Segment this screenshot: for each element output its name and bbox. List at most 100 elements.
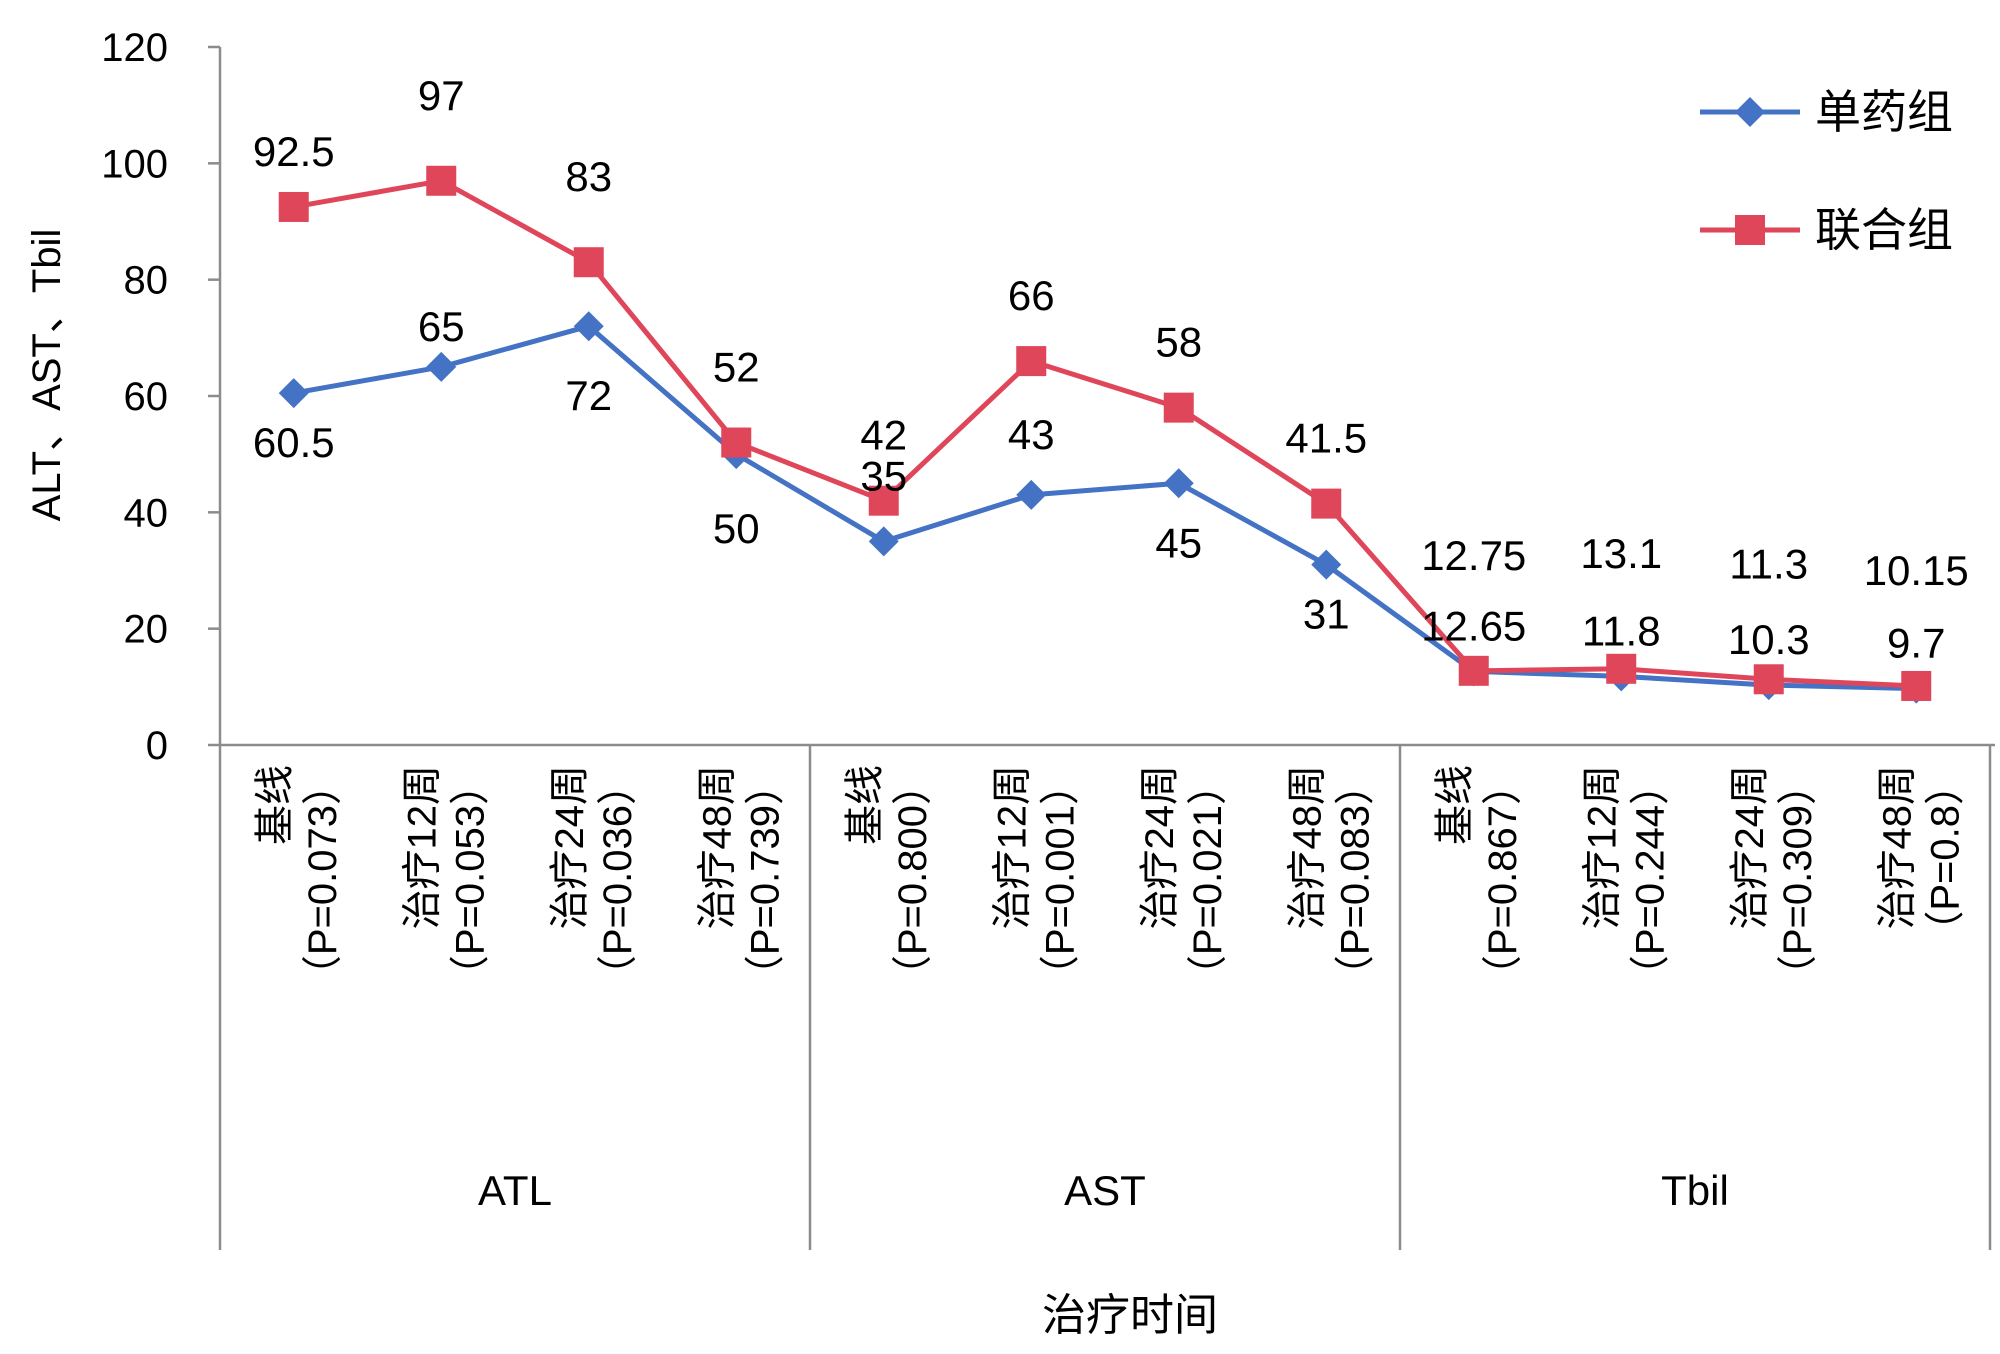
- x-category-line-1: 治疗24周: [548, 765, 592, 930]
- x-category-line-1: 治疗12周: [400, 765, 444, 930]
- data-labels: 60.5 65 72 50 35 43 45 31 12.65 11.8 10.3 9.7 92.5 97…: [253, 72, 1969, 667]
- series-2-point: [1016, 346, 1047, 377]
- x-category-label: 治疗24周 （P=0.021）: [1138, 765, 1230, 995]
- series-2-data-label: 58: [1155, 319, 1202, 366]
- series-1-data-label: 35: [860, 452, 907, 499]
- series-2-point: [1606, 653, 1637, 684]
- series-1-point: [868, 526, 899, 557]
- series-1-data-label: 9.7: [1887, 620, 1945, 667]
- x-category-label: 治疗12周 （P=0.053）: [400, 765, 492, 995]
- x-category-line-1: 基线: [1433, 765, 1477, 845]
- x-category-line-2: （P=0.244）: [1628, 765, 1672, 995]
- series-2-point: [721, 427, 752, 458]
- series-1-data-label: 31: [1303, 591, 1350, 638]
- x-category-label: 治疗12周 （P=0.244）: [1580, 765, 1672, 995]
- series-lines: [293, 178, 1917, 692]
- y-tick-label: 0: [146, 724, 168, 768]
- y-tick-label: 20: [124, 608, 169, 652]
- legend-label-2: 联合组: [1815, 204, 1953, 256]
- series-1-point: [573, 311, 604, 342]
- series-2-data-label: 52: [713, 344, 760, 391]
- series-2-data-label: 11.3: [1729, 540, 1808, 587]
- x-category-label: 基线 （P=0.800）: [843, 765, 935, 995]
- x-category-line-2: （P=0.800）: [891, 765, 935, 995]
- series-2-data-label: 10.15: [1864, 547, 1969, 594]
- series-2-data-label: 42: [860, 412, 907, 459]
- x-category-label: 治疗24周 （P=0.036）: [548, 765, 640, 995]
- x-category-line-1: 基线: [843, 765, 887, 845]
- legend-marker-square: [1735, 215, 1765, 245]
- x-category-line-1: 治疗12周: [1580, 765, 1624, 930]
- axes: 0 20 40 60 80 100 120: [101, 26, 1995, 1250]
- x-category-line-1: 治疗12周: [990, 765, 1034, 930]
- series-markers: [278, 165, 1932, 704]
- series-1-point: [1163, 468, 1194, 499]
- x-category-label: 治疗48周 （P=0.8）: [1875, 765, 1967, 951]
- series-1-point: [1311, 549, 1342, 580]
- series-2-point: [278, 191, 309, 222]
- series-2-point: [1458, 655, 1489, 686]
- series-1-data-label: 45: [1155, 519, 1202, 566]
- x-category-line-1: 基线: [253, 765, 297, 845]
- series-1-data-label: 11.8: [1582, 607, 1661, 654]
- x-category-label: 治疗12周 （P=0.001）: [990, 765, 1082, 995]
- series-2-data-label: 41.5: [1285, 415, 1367, 462]
- series-2-data-label: 12.75: [1421, 532, 1526, 579]
- x-category-line-2: （P=0.309）: [1776, 765, 1820, 995]
- series-line-2: [293, 178, 1917, 689]
- x-category-line-1: 治疗24周: [1138, 765, 1182, 930]
- series-1-data-label: 65: [418, 303, 465, 350]
- x-category-line-1: 治疗24周: [1728, 765, 1772, 930]
- x-category-line-1: 治疗48周: [695, 765, 739, 930]
- series-1-data-label: 60.5: [253, 419, 335, 466]
- x-category-label: 治疗48周 （P=0.083）: [1285, 765, 1377, 995]
- x-category-line-1: 治疗48周: [1285, 765, 1329, 930]
- x-group-label: Tbil: [1661, 1167, 1729, 1214]
- series-1-data-label: 10.3: [1728, 616, 1810, 663]
- series-2-point: [1163, 392, 1194, 423]
- x-group-label: ATL: [478, 1167, 552, 1214]
- x-category-label: 基线 （P=0.867）: [1433, 765, 1525, 995]
- x-category-line-2: （P=0.083）: [1333, 765, 1377, 995]
- x-category-line-2: （P=0.021）: [1186, 765, 1230, 995]
- y-tick-label: 80: [124, 259, 169, 303]
- series-2-point: [573, 247, 604, 278]
- x-axis-title: 治疗时间: [1042, 1291, 1218, 1340]
- x-category-line-2: （P=0.739）: [743, 765, 787, 995]
- series-1-data-label: 43: [1008, 411, 1055, 458]
- x-category-label: 基线 （P=0.073）: [253, 765, 345, 995]
- series-2-point: [426, 165, 457, 196]
- x-category-line-2: （P=0.073）: [301, 765, 345, 995]
- series-2-point: [1311, 488, 1342, 519]
- series-2-data-label: 13.1: [1580, 530, 1662, 577]
- x-category-label: 治疗24周 （P=0.309）: [1728, 765, 1820, 995]
- x-category-label: 治疗48周 （P=0.739）: [695, 765, 787, 995]
- series-2-data-label: 92.5: [253, 128, 335, 175]
- legend-marker-diamond: [1735, 97, 1765, 127]
- x-category-line-2: （P=0.001）: [1038, 765, 1082, 995]
- x-group-label: AST: [1064, 1167, 1146, 1214]
- y-axis-title: ALT、AST、Tbil: [25, 229, 69, 522]
- y-tick-label: 120: [101, 26, 168, 70]
- y-tick-label: 60: [124, 375, 169, 419]
- y-tick-label: 100: [101, 142, 168, 186]
- series-1-data-label: 72: [565, 372, 612, 419]
- series-1-data-label: 12.65: [1421, 602, 1526, 649]
- x-category-line-2: （P=0.867）: [1481, 765, 1525, 995]
- series-2-point: [1753, 664, 1784, 695]
- x-category-line-2: （P=0.053）: [448, 765, 492, 995]
- series-1-data-label: 50: [713, 505, 760, 552]
- series-2-point: [1901, 670, 1932, 701]
- series-2-point: [868, 485, 899, 516]
- x-category-line-2: （P=0.8）: [1923, 765, 1967, 951]
- series-2-data-label: 97: [418, 72, 465, 119]
- series-2-data-label: 83: [565, 153, 612, 200]
- series-1-point: [1016, 479, 1047, 510]
- x-category-line-1: 治疗48周: [1875, 765, 1919, 930]
- series-1-point: [278, 378, 309, 409]
- series-2-data-label: 66: [1008, 272, 1055, 319]
- legend-label-1: 单药组: [1815, 86, 1953, 138]
- series-line-1: [293, 323, 1917, 692]
- x-category-line-2: （P=0.036）: [596, 765, 640, 995]
